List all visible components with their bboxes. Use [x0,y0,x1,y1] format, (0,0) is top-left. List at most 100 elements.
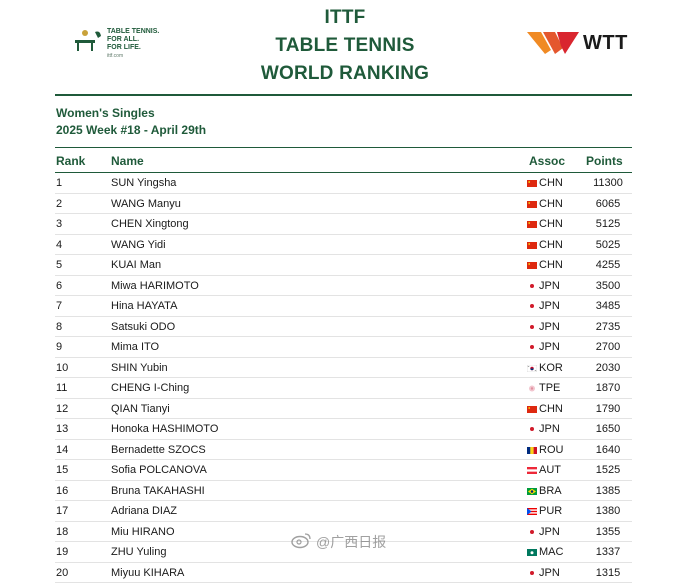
jpn-flag-icon [527,280,539,292]
assoc-code: CHN [539,177,563,189]
assoc-cell: PUR [527,505,575,517]
assoc-code: KOR [539,362,563,374]
assoc-cell: BRA [527,485,575,497]
assoc-code: AUT [539,464,561,476]
rank-cell: 7 [56,300,62,312]
table-row: 12 QIAN Tianyi CHN 1790 [55,399,632,420]
player-name-cell: Miwa HARIMOTO [111,280,199,292]
rank-cell: 5 [56,259,62,271]
player-name-cell: Adriana DIAZ [111,505,177,517]
points-cell: 6065 [586,198,630,210]
watermark: @广西日报 [290,530,410,552]
assoc-code: ROU [539,444,563,456]
table-header: Rank Name Assoc Points [55,152,632,173]
points-cell: 1870 [586,382,630,394]
aut-flag-icon [527,464,539,476]
points-cell: 2735 [586,321,630,333]
assoc-cell: JPN [527,321,575,333]
assoc-cell: AUT [527,464,575,476]
assoc-cell: JPN [527,300,575,312]
wtt-mark-icon [525,28,581,56]
player-name-cell: Bruna TAKAHASHI [111,485,205,497]
pur-flag-icon [527,505,539,517]
watermark-text: @广西日报 [316,532,386,552]
rank-cell: 16 [56,485,68,497]
player-name-cell: Miu HIRANO [111,526,175,538]
page-header: TABLE TENNIS. FOR ALL. FOR LIFE. ittf.co… [0,0,690,92]
column-header-name: Name [111,154,144,168]
player-name-cell: ZHU Yuling [111,546,166,558]
player-name-cell: Satsuki ODO [111,321,175,333]
rank-cell: 11 [56,382,67,394]
chn-flag-icon [527,403,539,415]
assoc-cell: CHN [527,218,575,230]
chn-flag-icon [527,198,539,210]
assoc-code: CHN [539,218,563,230]
assoc-code: MAC [539,546,563,558]
jpn-flag-icon [527,300,539,312]
rank-cell: 15 [56,464,68,476]
jpn-flag-icon [527,423,539,435]
player-name-cell: Mima ITO [111,341,159,353]
assoc-cell: JPN [527,526,575,538]
rank-cell: 17 [56,505,68,517]
rank-cell: 1 [56,177,62,189]
player-name-cell: SUN Yingsha [111,177,176,189]
player-name-cell: WANG Manyu [111,198,181,210]
player-name-cell: Sofia POLCANOVA [111,464,207,476]
rank-cell: 12 [56,403,68,415]
assoc-code: JPN [539,280,560,292]
points-cell: 2700 [586,341,630,353]
jpn-flag-icon [527,341,539,353]
wtt-wordmark: WTT [583,32,628,55]
player-name-cell: QIAN Tianyi [111,403,170,415]
assoc-code: JPN [539,300,560,312]
points-cell: 11300 [586,177,630,189]
points-cell: 1337 [586,546,630,558]
table-row: 2 WANG Manyu CHN 6065 [55,194,632,215]
rank-cell: 2 [56,198,62,210]
rank-cell: 4 [56,239,62,251]
assoc-cell: JPN [527,423,575,435]
category-title: Women's Singles [56,106,155,120]
player-name-cell: Bernadette SZOCS [111,444,206,456]
assoc-cell: JPN [527,567,575,579]
column-header-rank: Rank [56,154,85,168]
assoc-cell: CHN [527,259,575,271]
assoc-cell: CHN [527,403,575,415]
points-cell: 1650 [586,423,630,435]
weibo-icon [290,531,312,549]
ranking-table: Rank Name Assoc Points 1 SUN Yingsha CHN 11… [55,152,632,583]
assoc-code: JPN [539,567,560,579]
points-cell: 1385 [586,485,630,497]
assoc-cell: CHN [527,239,575,251]
assoc-code: CHN [539,239,563,251]
bra-flag-icon [527,485,539,497]
assoc-cell: ROU [527,444,575,456]
points-cell: 1790 [586,403,630,415]
assoc-code: CHN [539,198,563,210]
table-row: 16 Bruna TAKAHASHI BRA 1385 [55,481,632,502]
points-cell: 4255 [586,259,630,271]
player-name-cell: WANG Yidi [111,239,166,251]
title-world-ranking: WORLD RANKING [0,63,690,85]
rank-cell: 18 [56,526,68,538]
assoc-code: CHN [539,403,563,415]
table-row: 1 SUN Yingsha CHN 11300 [55,173,632,194]
column-header-assoc: Assoc [529,154,565,168]
jpn-flag-icon [527,567,539,579]
points-cell: 1525 [586,464,630,476]
column-header-points: Points [586,154,623,168]
subtitle-divider [55,147,632,148]
points-cell: 2030 [586,362,630,374]
points-cell: 1355 [586,526,630,538]
chn-flag-icon [527,239,539,251]
